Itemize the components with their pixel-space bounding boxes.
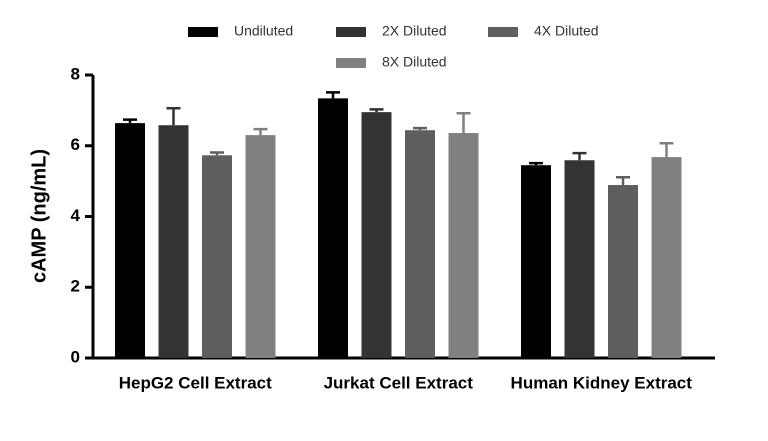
y-tick-label: 2 <box>71 277 80 296</box>
bar <box>564 160 595 358</box>
legend-label: 8X Diluted <box>382 54 447 70</box>
x-tick-label: Jurkat Cell Extract <box>324 373 474 392</box>
bar <box>608 185 638 358</box>
error-bar <box>369 108 384 113</box>
bar <box>405 130 435 358</box>
error-bar <box>253 127 268 136</box>
y-tick-label: 6 <box>71 135 80 154</box>
error-bar <box>413 126 427 131</box>
bar <box>361 112 392 358</box>
legend-label: 4X Diluted <box>534 23 599 39</box>
error-bar <box>572 151 587 161</box>
legend-swatch <box>336 58 366 68</box>
y-tick-label: 8 <box>71 64 80 83</box>
error-bar <box>529 161 543 166</box>
bar <box>521 165 551 358</box>
error-bar <box>456 111 471 134</box>
legend-swatch <box>336 27 366 37</box>
error-bar <box>659 142 674 158</box>
error-bar <box>326 91 340 99</box>
legend-label: Undiluted <box>234 23 293 39</box>
bar <box>115 123 145 358</box>
x-tick-label: Human Kidney Extract <box>511 373 693 392</box>
bar <box>202 155 232 358</box>
y-axis-label: cAMP (ng/mL) <box>28 149 50 283</box>
error-bar <box>616 175 630 186</box>
legend-swatch <box>188 27 218 37</box>
bar <box>245 135 276 358</box>
y-tick-label: 4 <box>71 206 81 225</box>
error-bar <box>210 151 224 156</box>
bar <box>318 98 348 358</box>
bar <box>448 133 479 358</box>
bar <box>158 125 189 358</box>
error-bar <box>123 118 137 124</box>
y-tick-label: 0 <box>71 347 80 366</box>
error-bar <box>166 107 181 126</box>
x-tick-label: HepG2 Cell Extract <box>119 373 272 392</box>
legend-label: 2X Diluted <box>382 23 447 39</box>
legend-swatch <box>488 27 518 37</box>
bar <box>651 157 682 358</box>
